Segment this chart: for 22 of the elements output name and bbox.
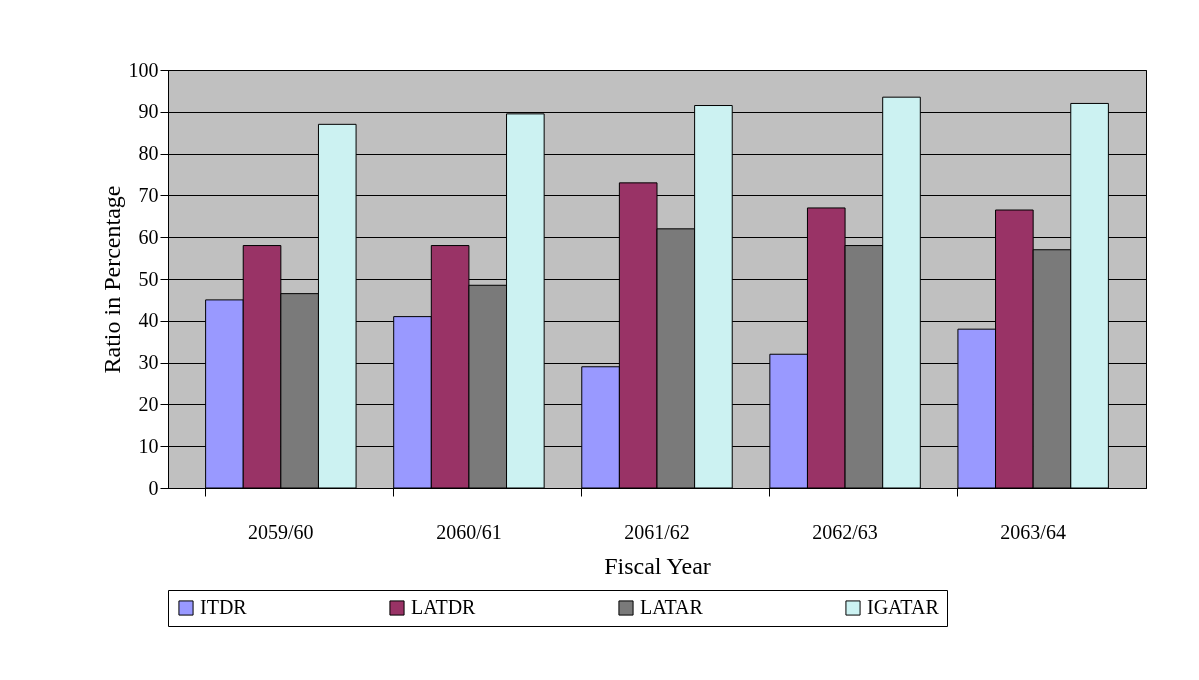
y-tick-label: 40: [138, 309, 159, 332]
y-tick-label: 20: [138, 392, 159, 415]
y-tick-label: 50: [138, 267, 159, 290]
y-tick-label: 100: [128, 58, 159, 81]
y-tick-label: 0: [148, 476, 159, 499]
x-tick-label: 2062/63: [812, 520, 878, 543]
y-tick-label: 70: [138, 183, 159, 206]
y-tick-label: 10: [138, 434, 159, 457]
y-axis-title: Ratio in Percentage: [98, 185, 125, 374]
legend-label: ITDR: [200, 596, 248, 618]
legend-label: LATDR: [411, 596, 477, 618]
x-tick-label: 2059/60: [248, 520, 314, 543]
x-tick-label: 2060/61: [436, 520, 502, 543]
y-tick-label: 80: [138, 142, 159, 165]
x-axis-title: Fiscal Year: [604, 552, 711, 579]
x-tick-label: 2061/62: [624, 520, 690, 543]
legend-label: LATAR: [640, 596, 704, 618]
legend-label: IGATAR: [867, 596, 940, 618]
y-tick-label: 90: [138, 100, 159, 123]
x-tick-label: 2063/64: [1000, 520, 1066, 543]
y-tick-label: 60: [138, 225, 159, 248]
y-tick-label: 30: [138, 351, 159, 374]
